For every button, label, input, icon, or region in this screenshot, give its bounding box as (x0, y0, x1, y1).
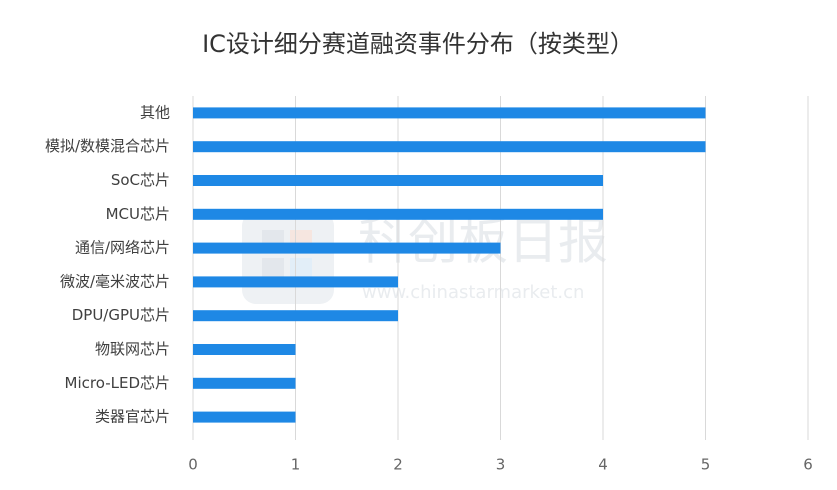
bar (193, 276, 398, 288)
bar (193, 208, 603, 220)
chart-title: IC设计细分赛道融资事件分布（按类型） (202, 30, 634, 58)
y-tick-label: 微波/毫米波芯片 (60, 272, 170, 290)
x-tick-label: 5 (701, 456, 711, 474)
y-tick-label: DPU/GPU芯片 (72, 306, 170, 324)
x-tick-label: 4 (598, 456, 608, 474)
y-tick-label: 模拟/数模混合芯片 (45, 137, 170, 155)
watermark-logo (242, 212, 334, 304)
y-tick-label: 类器官芯片 (95, 408, 170, 426)
y-tick-label: Micro-LED芯片 (65, 374, 170, 392)
bar (193, 141, 706, 153)
x-tick-label: 1 (291, 456, 301, 474)
y-tick-label: MCU芯片 (106, 205, 170, 223)
watermark-name: 科创板日报 (358, 213, 608, 271)
bar (193, 344, 296, 355)
bar (193, 310, 398, 322)
bar (193, 175, 603, 186)
x-tick-label: 0 (188, 456, 198, 474)
x-tick-label: 2 (393, 456, 403, 474)
bar (193, 411, 296, 423)
y-tick-label: 其他 (140, 103, 170, 121)
y-tick-label: SoC芯片 (111, 171, 170, 189)
bar (193, 242, 501, 254)
watermark-url: www.chinastarmarket.cn (362, 282, 584, 303)
y-tick-label: 通信/网络芯片 (75, 239, 170, 257)
x-tick-label: 3 (496, 456, 506, 474)
x-tick-label: 6 (803, 456, 813, 474)
bar (193, 107, 706, 119)
bar (193, 377, 296, 389)
y-tick-label: 物联网芯片 (95, 340, 170, 358)
